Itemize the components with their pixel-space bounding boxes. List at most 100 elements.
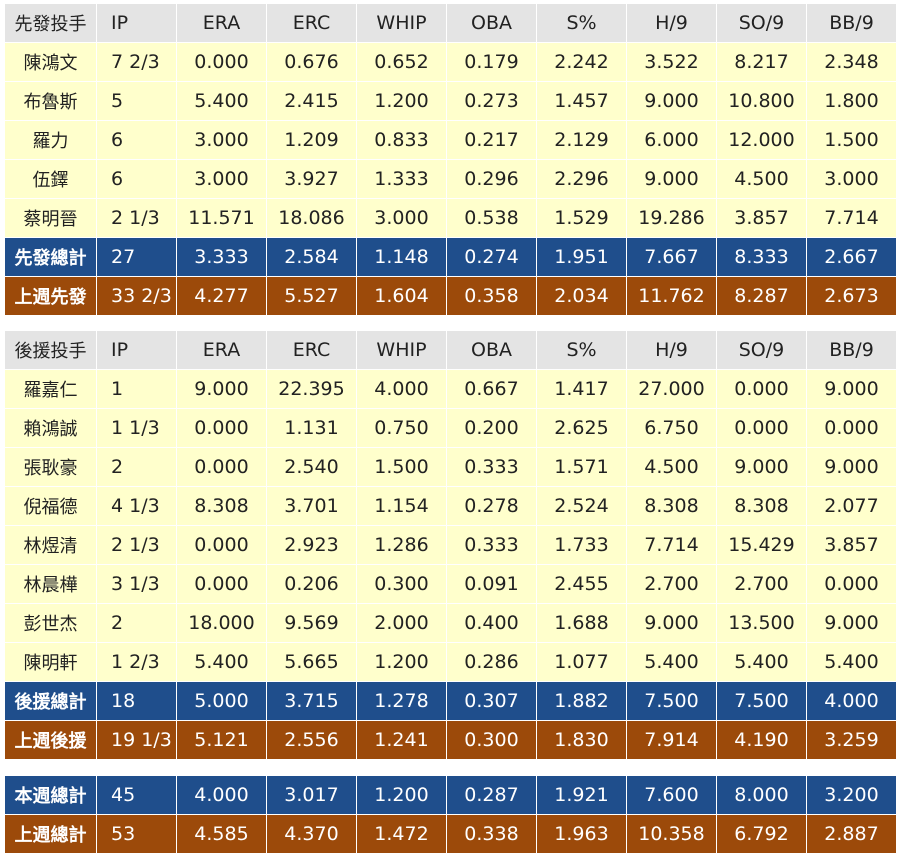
header-label-cell: 先發投手 (4, 3, 97, 43)
stat-cell: 4 1/3 (96, 486, 177, 526)
table-row: 羅力 6 3.000 1.209 0.833 0.217 2.129 6.000 12.000 1… (4, 120, 897, 160)
table-row: 伍鐸 6 3.000 3.927 1.333 0.296 2.296 9.000 4.500 3.… (4, 159, 897, 199)
relievers-table: 後援投手 IP ERA ERC WHIP OBA S% H/9 SO/9 BB/9 羅嘉仁 1 9.00… (4, 330, 897, 760)
stat-cell: 0.000 (176, 447, 267, 487)
stat-cell: 1.951 (536, 237, 627, 277)
weekly-summary-table: 本週總計 45 4.000 3.017 1.200 0.287 1.921 7.600 8.00… (4, 775, 897, 854)
stat-cell: 4.000 (176, 775, 267, 815)
stat-cell: 7.667 (626, 237, 717, 277)
stat-cell: 3.857 (806, 525, 897, 565)
stat-cell: 0.833 (356, 120, 447, 160)
stat-cell: 3.927 (266, 159, 357, 199)
stat-cell: 0.000 (716, 408, 807, 448)
stat-cell: 18.086 (266, 198, 357, 238)
stat-cell: 2.584 (266, 237, 357, 277)
stat-cell: 2.296 (536, 159, 627, 199)
pitcher-name-cell: 伍鐸 (4, 159, 97, 199)
stat-cell: 0.179 (446, 42, 537, 82)
stat-cell: 7.914 (626, 720, 717, 760)
stat-cell: 3.522 (626, 42, 717, 82)
stat-cell: 4.500 (626, 447, 717, 487)
stat-cell: 2.129 (536, 120, 627, 160)
stat-cell: 1.688 (536, 603, 627, 643)
stat-cell: 3.000 (806, 159, 897, 199)
stat-cell: 9.000 (806, 603, 897, 643)
stat-cell: 2.524 (536, 486, 627, 526)
column-header-cell: IP (96, 3, 177, 43)
stat-cell: 9.000 (626, 81, 717, 121)
stat-cell: 0.000 (176, 408, 267, 448)
stat-cell: 1.457 (536, 81, 627, 121)
stat-cell: 3.333 (176, 237, 267, 277)
stat-cell: 9.000 (626, 603, 717, 643)
stat-cell: 5.400 (716, 642, 807, 682)
stat-cell: 8.308 (626, 486, 717, 526)
stat-cell: 45 (96, 775, 177, 815)
pitcher-name-cell: 賴鴻誠 (4, 408, 97, 448)
stat-cell: 2.673 (806, 276, 897, 316)
stat-cell: 1.148 (356, 237, 447, 277)
stat-cell: 5 (96, 81, 177, 121)
stat-cell: 0.278 (446, 486, 537, 526)
stat-cell: 27.000 (626, 369, 717, 409)
stat-cell: 3.857 (716, 198, 807, 238)
pitcher-name-cell: 後援總計 (4, 681, 97, 721)
stat-cell: 1.733 (536, 525, 627, 565)
column-header-cell: BB/9 (806, 3, 897, 43)
stat-cell: 33 2/3 (96, 276, 177, 316)
stat-cell: 5.400 (626, 642, 717, 682)
stat-cell: 0.217 (446, 120, 537, 160)
stat-cell: 27 (96, 237, 177, 277)
stat-cell: 0.667 (446, 369, 537, 409)
stat-cell: 7.500 (626, 681, 717, 721)
stat-cell: 2.455 (536, 564, 627, 604)
stat-cell: 2 1/3 (96, 198, 177, 238)
stat-cell: 1.200 (356, 642, 447, 682)
pitcher-name-cell: 上週後援 (4, 720, 97, 760)
stat-cell: 3.715 (266, 681, 357, 721)
stat-cell: 9.000 (716, 447, 807, 487)
stat-cell: 5.400 (176, 81, 267, 121)
last-week-total-row: 上週總計 53 4.585 4.370 1.472 0.338 1.963 10.358 6.7… (4, 814, 897, 854)
stat-cell: 2.667 (806, 237, 897, 277)
table-row: 陳鴻文 7 2/3 0.000 0.676 0.652 0.179 2.242 3.522 8.… (4, 42, 897, 82)
stat-cell: 1.278 (356, 681, 447, 721)
column-header-cell: BB/9 (806, 330, 897, 370)
stat-cell: 8.333 (716, 237, 807, 277)
stat-cell: 22.395 (266, 369, 357, 409)
stat-cell: 1.417 (536, 369, 627, 409)
stat-cell: 5.000 (176, 681, 267, 721)
stat-cell: 2.242 (536, 42, 627, 82)
stat-cell: 1.500 (806, 120, 897, 160)
stat-cell: 2.923 (266, 525, 357, 565)
stat-cell: 0.750 (356, 408, 447, 448)
pitcher-name-cell: 蔡明晉 (4, 198, 97, 238)
stat-cell: 2.348 (806, 42, 897, 82)
table-row: 林煜清 2 1/3 0.000 2.923 1.286 0.333 1.733 7.714 15… (4, 525, 897, 565)
column-header-cell: H/9 (626, 3, 717, 43)
column-header-cell: SO/9 (716, 3, 807, 43)
last-week-row: 上週先發 33 2/3 4.277 5.527 1.604 0.358 2.034 11.76… (4, 276, 897, 316)
stat-cell: 2.700 (626, 564, 717, 604)
stat-cell: 4.000 (806, 681, 897, 721)
pitcher-name-cell: 林煜清 (4, 525, 97, 565)
stat-cell: 1.200 (356, 775, 447, 815)
pitcher-name-cell: 上週總計 (4, 814, 97, 854)
stat-cell: 1.882 (536, 681, 627, 721)
stat-cell: 10.800 (716, 81, 807, 121)
stat-cell: 4.370 (266, 814, 357, 854)
stat-cell: 1.604 (356, 276, 447, 316)
stat-cell: 9.000 (176, 369, 267, 409)
last-week-row: 上週後援 19 1/3 5.121 2.556 1.241 0.300 1.830 7.914… (4, 720, 897, 760)
stat-cell: 2.415 (266, 81, 357, 121)
stat-cell: 1.830 (536, 720, 627, 760)
table-row: 布魯斯 5 5.400 2.415 1.200 0.273 1.457 9.000 10.800… (4, 81, 897, 121)
pitcher-name-cell: 陳鴻文 (4, 42, 97, 82)
table-header-row: 先發投手 IP ERA ERC WHIP OBA S% H/9 SO/9 BB/9 (4, 3, 897, 43)
stat-cell: 8.308 (716, 486, 807, 526)
stat-cell: 0.286 (446, 642, 537, 682)
stat-cell: 10.358 (626, 814, 717, 854)
stat-cell: 12.000 (716, 120, 807, 160)
stat-cell: 0.206 (266, 564, 357, 604)
table-row: 羅嘉仁 1 9.000 22.395 4.000 0.667 1.417 27.000 0.00… (4, 369, 897, 409)
